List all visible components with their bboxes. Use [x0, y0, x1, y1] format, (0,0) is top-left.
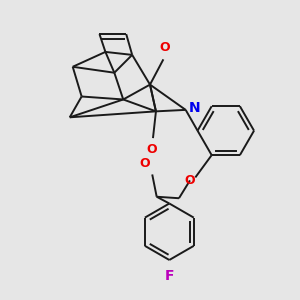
- Text: F: F: [165, 269, 174, 283]
- Text: O: O: [140, 157, 150, 170]
- Text: N: N: [189, 101, 201, 116]
- Text: O: O: [146, 143, 157, 157]
- Text: O: O: [185, 174, 195, 187]
- Text: O: O: [160, 41, 170, 54]
